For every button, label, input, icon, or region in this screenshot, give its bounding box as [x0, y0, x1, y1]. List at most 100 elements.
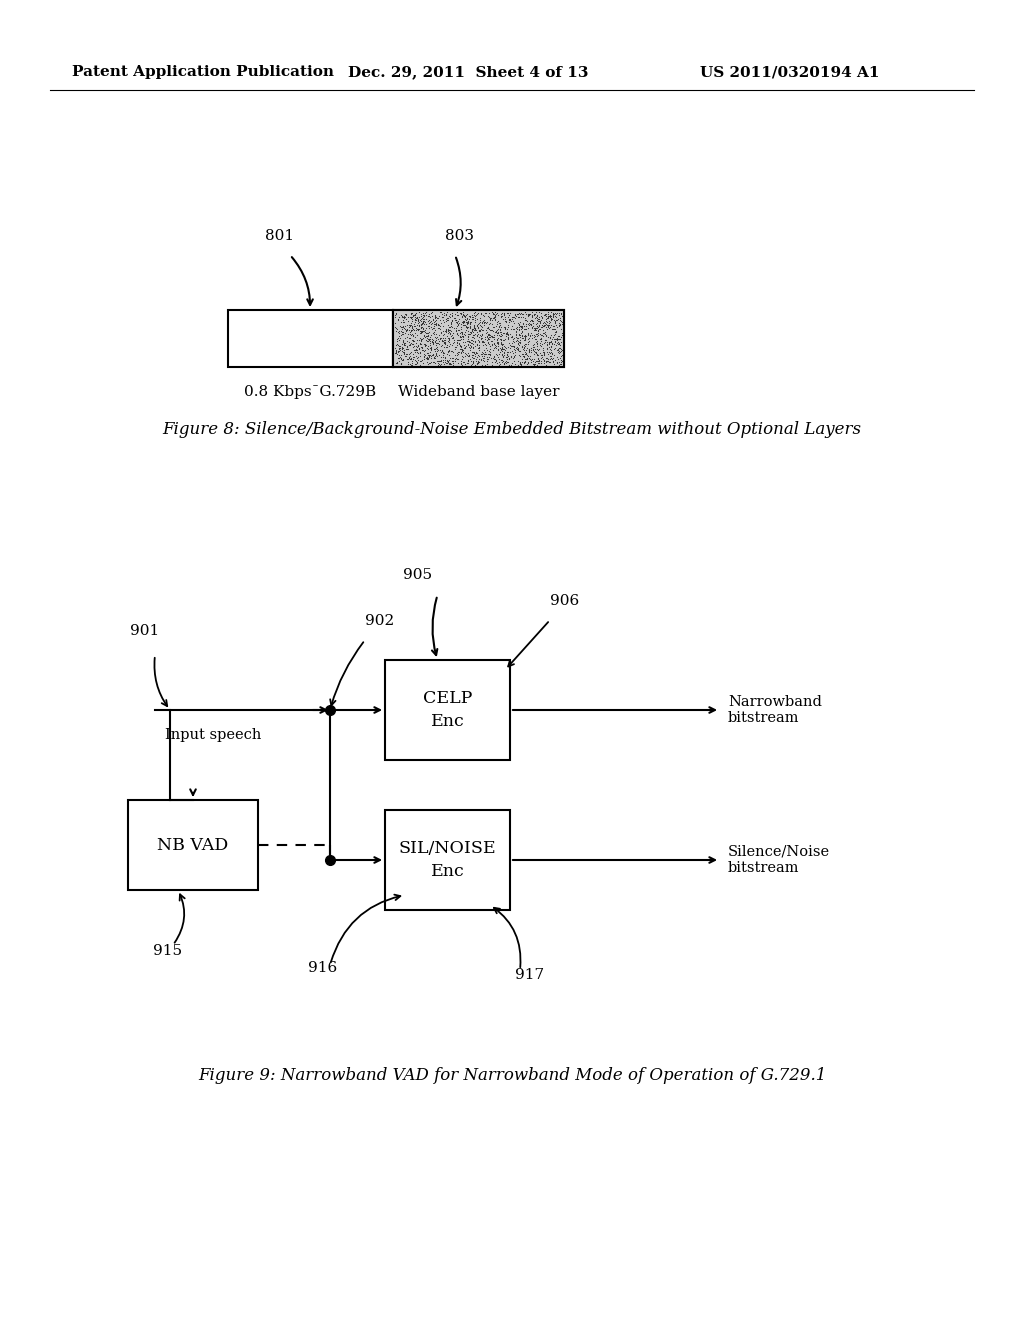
Point — [388, 352, 404, 374]
Point — [439, 319, 456, 341]
Point — [409, 319, 425, 341]
Point — [504, 309, 520, 330]
Point — [514, 313, 530, 334]
Point — [530, 345, 547, 366]
Point — [387, 321, 403, 342]
Point — [485, 321, 502, 342]
Point — [442, 347, 459, 368]
Point — [426, 352, 442, 374]
Point — [524, 309, 541, 330]
Point — [407, 350, 423, 371]
Point — [401, 327, 418, 348]
Point — [453, 327, 469, 348]
Point — [514, 337, 530, 358]
Point — [476, 312, 493, 333]
Point — [500, 326, 516, 347]
Point — [443, 310, 460, 331]
Point — [392, 346, 409, 367]
Point — [402, 319, 419, 341]
Point — [529, 333, 546, 354]
Point — [433, 350, 450, 371]
Point — [444, 334, 461, 355]
Point — [437, 347, 454, 368]
Point — [404, 306, 421, 327]
Point — [415, 319, 431, 341]
Point — [437, 321, 454, 342]
Point — [546, 304, 562, 325]
Point — [436, 333, 453, 354]
Point — [542, 342, 558, 363]
Point — [484, 315, 501, 337]
Point — [458, 305, 474, 326]
Point — [414, 308, 430, 329]
Point — [545, 351, 561, 372]
Point — [538, 347, 554, 368]
Point — [449, 321, 465, 342]
Point — [410, 309, 426, 330]
Point — [395, 329, 412, 350]
Point — [499, 342, 515, 363]
Point — [440, 317, 457, 338]
Point — [502, 323, 518, 345]
Point — [404, 306, 421, 327]
Point — [387, 334, 403, 355]
Point — [478, 319, 495, 341]
Point — [481, 335, 498, 356]
Point — [506, 337, 522, 358]
Point — [465, 351, 481, 372]
Point — [546, 345, 562, 366]
Point — [412, 333, 428, 354]
Point — [454, 335, 470, 356]
Point — [387, 305, 403, 326]
Point — [449, 329, 465, 350]
Point — [416, 343, 432, 364]
Point — [515, 313, 531, 334]
Point — [418, 309, 434, 330]
Point — [517, 335, 534, 356]
Point — [404, 305, 421, 326]
Point — [413, 305, 429, 326]
Point — [486, 333, 503, 354]
Point — [504, 309, 520, 330]
Point — [420, 348, 436, 370]
Point — [454, 322, 470, 343]
Point — [444, 310, 461, 331]
Point — [410, 310, 426, 331]
Point — [552, 329, 568, 350]
Point — [453, 354, 469, 375]
Point — [450, 304, 466, 325]
Point — [471, 334, 487, 355]
Point — [398, 305, 415, 326]
Point — [516, 319, 532, 341]
Point — [530, 350, 547, 371]
Point — [526, 318, 543, 339]
Point — [390, 306, 407, 327]
Point — [546, 304, 562, 325]
Point — [520, 331, 537, 352]
Point — [521, 313, 538, 334]
Point — [502, 334, 518, 355]
Point — [542, 317, 558, 338]
Point — [439, 314, 456, 335]
Point — [543, 302, 559, 323]
Point — [420, 325, 436, 346]
Point — [390, 306, 407, 327]
Point — [543, 309, 559, 330]
Point — [459, 309, 475, 330]
Point — [495, 334, 511, 355]
Point — [535, 342, 551, 363]
Point — [484, 326, 501, 347]
Point — [480, 343, 497, 364]
Point — [408, 317, 424, 338]
Point — [392, 346, 409, 367]
Point — [400, 346, 417, 367]
Point — [543, 330, 559, 351]
Point — [388, 342, 404, 363]
Point — [537, 322, 553, 343]
Point — [490, 313, 507, 334]
Point — [537, 323, 553, 345]
Point — [453, 302, 469, 323]
Point — [431, 345, 447, 366]
Point — [476, 326, 493, 347]
Point — [485, 304, 502, 325]
